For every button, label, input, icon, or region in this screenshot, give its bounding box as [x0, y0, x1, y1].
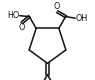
Text: O: O: [19, 23, 25, 32]
Text: HO: HO: [7, 11, 19, 20]
Text: O: O: [54, 2, 60, 11]
Text: OH: OH: [76, 14, 88, 23]
